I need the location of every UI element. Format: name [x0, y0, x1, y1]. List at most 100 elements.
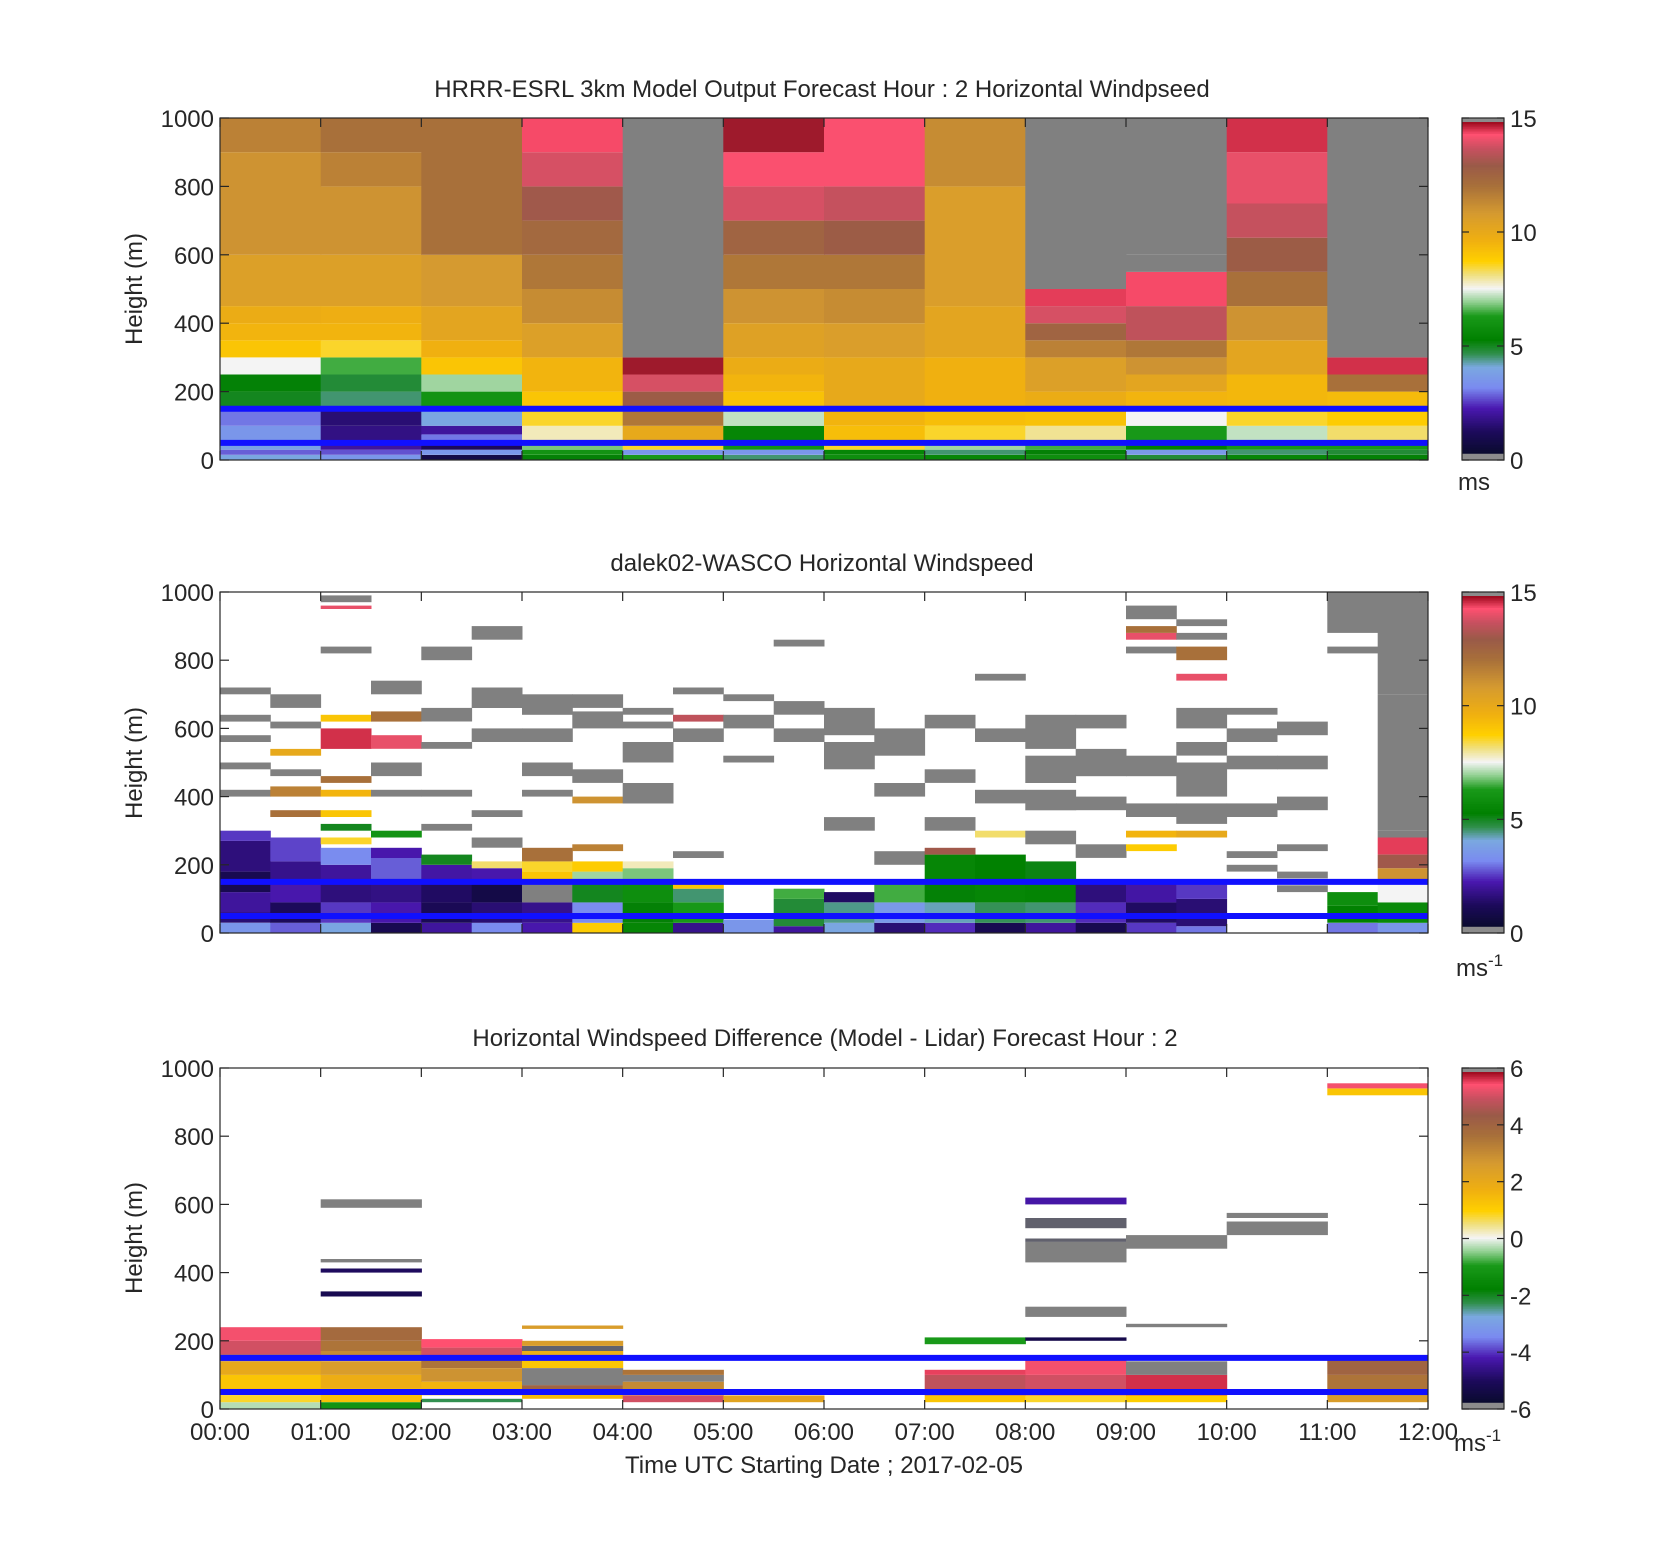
- heatmap-cell: [421, 374, 523, 392]
- heatmap-cell: [723, 449, 825, 455]
- x-axis-ticks: 00:00 01:00 02:00 03:00 04:00 05:00 06:00 07:00…: [190, 1068, 1458, 1446]
- x-tick-label: 08:00: [995, 1419, 1055, 1446]
- colorbar-segment: [1462, 1165, 1504, 1168]
- colorbar-segment: [1462, 1180, 1504, 1183]
- heatmap-cell: [1226, 203, 1328, 238]
- heatmap-cell: [421, 442, 523, 450]
- colorbar-segment: [1462, 1194, 1504, 1197]
- colorbar-segment: [1462, 1146, 1504, 1149]
- colorbar-segment: [1462, 709, 1504, 712]
- colorbar-segment: [1462, 1386, 1504, 1390]
- heatmap-cell: [522, 847, 573, 862]
- heatmap-cell: [1226, 152, 1328, 204]
- colorbar-segment: [1462, 806, 1504, 810]
- colorbar-segment: [1462, 335, 1504, 338]
- colorbar-segment: [1462, 193, 1504, 196]
- heatmap-cell: [1126, 1323, 1228, 1328]
- colorbar-segment: [1462, 1405, 1504, 1408]
- colorbar-segment: [1462, 1107, 1504, 1110]
- colorbar-segment: [1462, 1383, 1504, 1386]
- heatmap-cell: [1126, 391, 1228, 409]
- colorbar-segment: [1462, 273, 1504, 276]
- heatmap-cell: [1277, 796, 1328, 811]
- colorbar-segment: [1462, 119, 1504, 123]
- heatmap-cell: [924, 847, 976, 855]
- colorbar-segment: [1462, 1371, 1504, 1374]
- colorbar-segment: [1462, 895, 1504, 898]
- colorbar-segment: [1462, 1385, 1504, 1388]
- colorbar-segment: [1462, 863, 1504, 866]
- colorbar-segment: [1462, 348, 1504, 352]
- heatmap-cell: [320, 864, 372, 882]
- colorbar-segment: [1462, 172, 1504, 176]
- colorbar-segment: [1462, 673, 1504, 677]
- colorbar-segment: [1462, 1127, 1504, 1130]
- heatmap-cell: [572, 881, 624, 903]
- heatmap-cell: [320, 118, 422, 153]
- heatmap-cell: [975, 830, 1026, 838]
- heatmap-cell: [622, 902, 674, 923]
- colorbar-segment: [1462, 251, 1504, 254]
- colorbar-segment: [1462, 415, 1504, 418]
- heatmap-cell: [1327, 425, 1429, 443]
- colorbar-segment: [1462, 774, 1504, 777]
- colorbar-segment: [1462, 398, 1504, 401]
- colorbar-segment: [1462, 926, 1504, 929]
- colorbar-segment: [1462, 1214, 1504, 1217]
- heatmap-cell: [1176, 707, 1228, 729]
- colorbar-segment: [1462, 927, 1504, 931]
- colorbar-segment: [1462, 449, 1504, 453]
- colorbar-segment: [1462, 782, 1504, 786]
- colorbar-segment: [1462, 1373, 1504, 1376]
- heatmap-cell: [522, 871, 573, 882]
- heatmap-cell: [975, 881, 1026, 903]
- heatmap-cell: [371, 789, 422, 797]
- heatmap-cell: [320, 357, 422, 375]
- heatmap-cell: [1126, 449, 1228, 455]
- x-axis-label: Time UTC Starting Date ; 2017-02-05: [625, 1452, 1023, 1479]
- colorbar-segment: [1462, 764, 1504, 767]
- colorbar-segment: [1462, 128, 1504, 131]
- colorbar-segment: [1462, 697, 1504, 701]
- heatmap-cell: [723, 289, 825, 324]
- colorbar-segment: [1462, 897, 1504, 900]
- heatmap-cell: [421, 306, 523, 341]
- colorbar-segment: [1462, 323, 1504, 326]
- colorbar-segment: [1462, 1352, 1504, 1356]
- heatmap-cell: [320, 1259, 422, 1263]
- heatmap-cell: [471, 868, 523, 882]
- colorbar-ticks: -6 -4 -2 0 2 4 6: [1462, 1056, 1531, 1424]
- colorbar-segment: [1462, 1148, 1504, 1151]
- colorbar-segment: [1462, 909, 1504, 912]
- heatmap-cell: [723, 186, 825, 221]
- colorbar-segment: [1462, 1245, 1504, 1248]
- heatmap-cell: [924, 449, 1026, 455]
- heatmap-cell: [673, 881, 724, 889]
- heatmap-cell: [572, 871, 624, 882]
- colorbar-segment: [1462, 692, 1504, 695]
- colorbar-segment: [1462, 771, 1504, 774]
- colorbar-segment: [1462, 1267, 1504, 1270]
- heatmap-cell: [824, 118, 926, 187]
- colorbar-segment: [1462, 656, 1504, 660]
- colorbar-frame: [1461, 591, 1505, 934]
- heatmap-cell: [522, 762, 573, 777]
- colorbar-segment: [1462, 239, 1504, 242]
- colorbar-segment: [1462, 643, 1504, 646]
- heatmap-cell: [1377, 868, 1429, 882]
- colorbar-segment: [1462, 670, 1504, 673]
- heatmap-cell: [924, 186, 1026, 307]
- heatmap-cell: [320, 789, 372, 797]
- colorbar-segment: [1462, 1185, 1504, 1188]
- colorbar-segment: [1462, 728, 1504, 731]
- heatmap-cell: [371, 680, 422, 695]
- colorbar-segment: [1462, 448, 1504, 451]
- heatmap-cell: [874, 922, 926, 933]
- colorbar-segment: [1462, 1158, 1504, 1161]
- colorbar-segment: [1462, 412, 1504, 415]
- heatmap-cell: [723, 694, 775, 702]
- colorbar-segment: [1462, 152, 1504, 155]
- heatmap-cell: [622, 742, 674, 763]
- heatmap-cell: [874, 881, 926, 903]
- heatmap-cell: [421, 902, 473, 923]
